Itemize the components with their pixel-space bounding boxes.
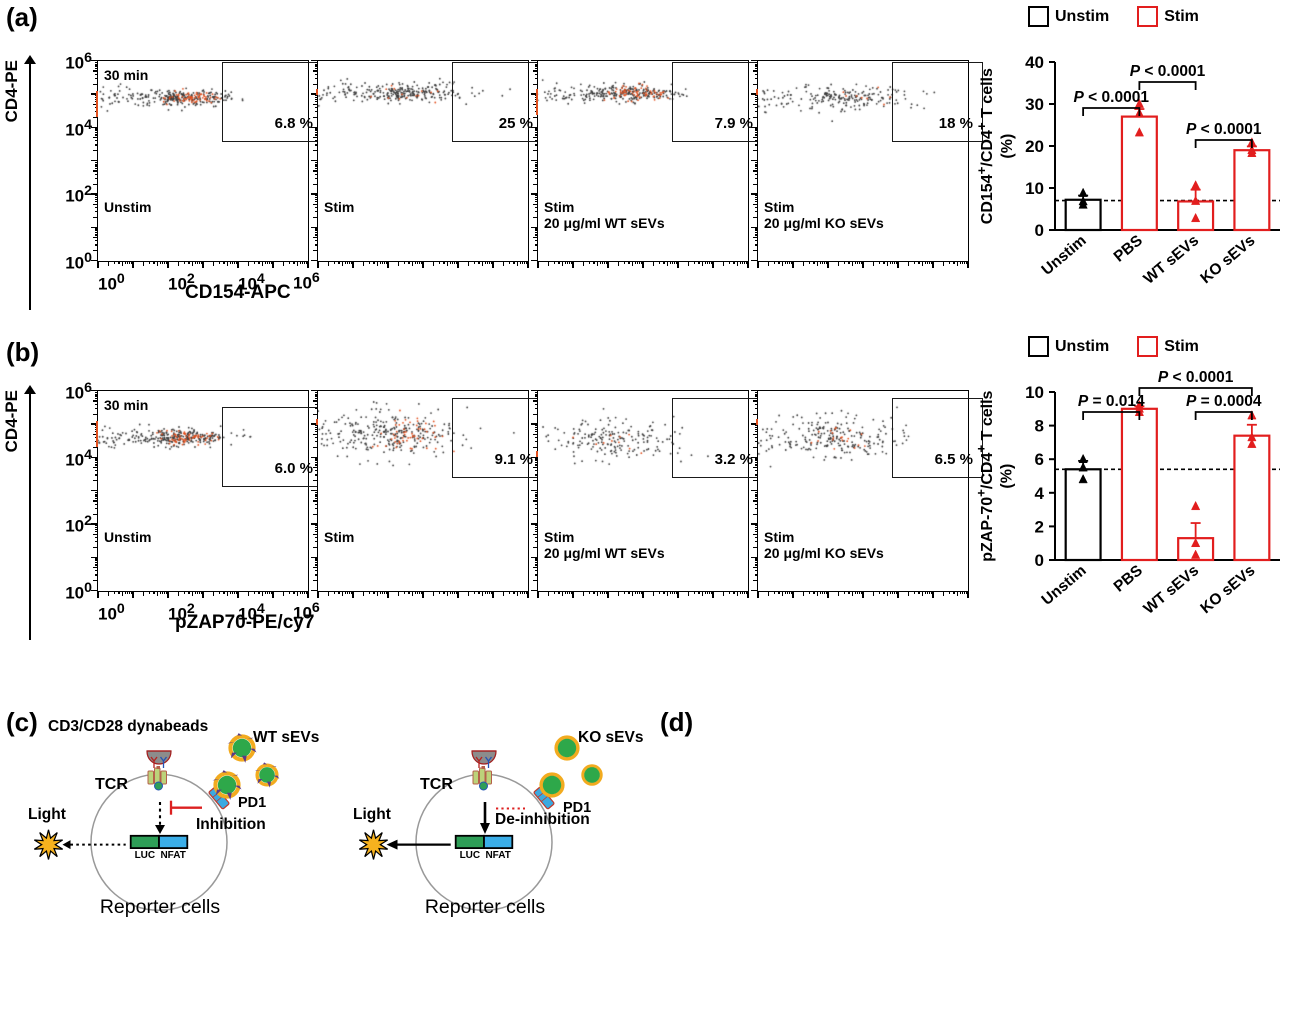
svg-text:10: 10 — [1025, 383, 1044, 402]
svg-text:0: 0 — [1035, 551, 1044, 570]
svg-text:LUC: LUC — [460, 850, 481, 861]
svg-text:40: 40 — [1025, 53, 1044, 72]
svg-text:KO sEVs: KO sEVs — [1197, 562, 1258, 617]
svg-text:2: 2 — [1035, 517, 1044, 536]
svg-text:P = 0.0004: P = 0.0004 — [1186, 393, 1262, 410]
svg-text:P = 0.014: P = 0.014 — [1078, 393, 1145, 410]
svg-text:NFAT: NFAT — [160, 850, 185, 861]
svg-text:Unstim: Unstim — [1039, 232, 1090, 279]
svg-text:6: 6 — [1035, 450, 1044, 469]
svg-text:8: 8 — [1035, 417, 1044, 436]
svg-text:Unstim: Unstim — [1039, 562, 1090, 609]
svg-text:30: 30 — [1025, 95, 1044, 114]
svg-text:WT sEVs: WT sEVs — [1140, 232, 1202, 288]
svg-text:20: 20 — [1025, 137, 1044, 156]
svg-text:WT sEVs: WT sEVs — [1140, 562, 1202, 618]
svg-text:4: 4 — [1035, 484, 1045, 503]
svg-text:P < 0.0001: P < 0.0001 — [1130, 63, 1206, 80]
svg-text:P < 0.0001: P < 0.0001 — [1074, 89, 1150, 106]
svg-text:PBS: PBS — [1111, 232, 1146, 266]
svg-text:KO sEVs: KO sEVs — [1197, 232, 1258, 287]
svg-text:0: 0 — [1035, 221, 1044, 240]
svg-text:10: 10 — [1025, 179, 1044, 198]
svg-text:PBS: PBS — [1111, 562, 1146, 596]
svg-text:P < 0.0001: P < 0.0001 — [1158, 369, 1234, 386]
svg-text:NFAT: NFAT — [485, 850, 510, 861]
svg-text:P < 0.0001: P < 0.0001 — [1186, 121, 1262, 138]
svg-text:LUC: LUC — [135, 850, 156, 861]
